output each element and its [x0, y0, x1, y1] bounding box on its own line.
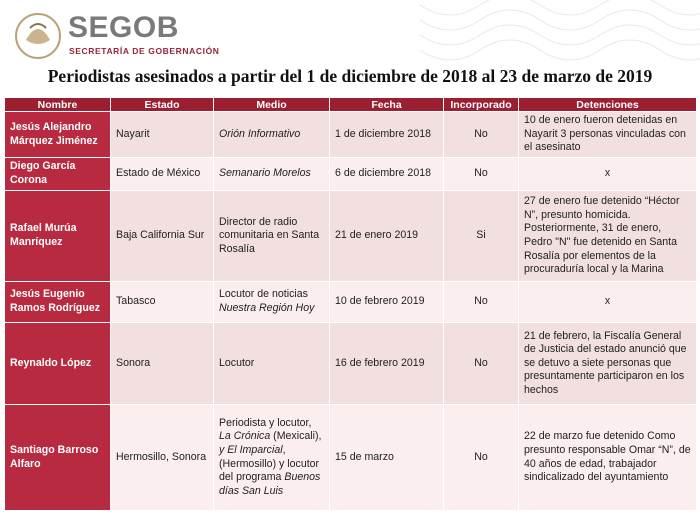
detenciones-cell: x [518, 157, 697, 191]
page-title: Periodistas asesinados a partir del 1 de… [47, 66, 653, 86]
header: SEGOB SECRETARÍA DE GOBERNACIÓN [0, 0, 700, 66]
detenciones-cell: 21 de febrero, la Fiscalía General de Ju… [518, 322, 697, 405]
header-row: Nombre Estado Medio Fecha Incorporado Detenci… [4, 97, 697, 112]
estado-cell: Estado de México [110, 157, 214, 191]
estado-cell: Baja California Sur [110, 190, 214, 282]
medio-cell: Locutor [213, 322, 330, 405]
medio-text: La Crónica [219, 430, 271, 443]
incorporado-cell: No [443, 111, 519, 158]
table-row: Jesús Eugenio Ramos Rodríguez Tabasco Locu… [4, 281, 697, 323]
estado-cell: Hermosillo, Sonora [110, 404, 214, 511]
medio-text: Director de radio comunitaria en Santa R… [219, 215, 320, 255]
fecha-cell: 21 de enero 2019 [329, 190, 444, 282]
data-table: Nombre Estado Medio Fecha Incorporado Detenci… [4, 97, 697, 511]
medio-text: Locutor de noticias [219, 288, 308, 301]
estado-cell: Nayarit [110, 111, 214, 158]
nombre-cell: Jesús Alejandro Márquez Jiménez [4, 111, 111, 158]
table-row: Jesús Alejandro Márquez Jiménez Nayarit Or… [4, 111, 697, 158]
incorporado-cell: No [443, 322, 519, 405]
fecha-cell: 15 de marzo [329, 404, 444, 511]
medio-text: Buenos días San Luis [219, 471, 321, 497]
medio-cell: Semanario Morelos [213, 157, 330, 191]
medio-text: Orión Informativo [219, 127, 301, 140]
medio-cell: Locutor de noticias Nuestra Región Hoy [213, 281, 330, 323]
incorporado-cell: Si [443, 190, 519, 282]
emblem [15, 13, 61, 59]
medio-text: (Mexicali), [270, 430, 322, 443]
table-row: Reynaldo López Sonora Locutor 16 de febrero… [4, 322, 697, 405]
fecha-cell: 10 de febrero 2019 [329, 281, 444, 323]
nombre-cell: Reynaldo López [4, 322, 111, 405]
table-row: Diego García Corona Estado de México Seman… [4, 157, 697, 191]
medio-text: Periodista y locutor, [219, 416, 312, 429]
nombre-cell: Rafael Murúa Manríquez [4, 190, 111, 282]
column-header: Estado [110, 97, 214, 112]
detenciones-cell: x [518, 281, 697, 323]
fecha-cell: 1 de diciembre 2018 [329, 111, 444, 158]
incorporado-cell: No [443, 404, 519, 511]
detenciones-cell: 22 de marzo fue detenido Como presunto r… [518, 404, 697, 511]
column-header: Medio [213, 97, 330, 112]
medio-text: Locutor [219, 356, 255, 369]
fecha-cell: 16 de febrero 2019 [329, 322, 444, 405]
logo-text: SEGOB [68, 11, 179, 44]
estado-cell: Sonora [110, 322, 214, 405]
incorporado-cell: No [443, 281, 519, 323]
column-header: Incorporado [443, 97, 519, 112]
column-header: Detenciones [518, 97, 697, 112]
estado-cell: Tabasco [110, 281, 214, 323]
nombre-cell: Santiago Barroso Alfaro [4, 404, 111, 511]
nombre-cell: Jesús Eugenio Ramos Rodríguez [4, 281, 111, 323]
table-row: Rafael Murúa Manríquez Baja California Su… [4, 190, 697, 282]
logo-subtitle: SECRETARÍA DE GOBERNACIÓN [69, 46, 220, 56]
detenciones-cell: 27 de enero fue detenido “Héctor N”, pre… [518, 190, 697, 282]
medio-text: Nuestra Región Hoy [219, 302, 315, 314]
medio-text: Semanario Morelos [219, 167, 311, 180]
fecha-cell: 6 de diciembre 2018 [329, 157, 444, 191]
table-row: Santiago Barroso Alfaro Hermosillo, Sonor… [4, 404, 697, 511]
column-header: Nombre [4, 97, 111, 112]
nombre-cell: Diego García Corona [4, 157, 111, 191]
medio-text: y El Imparcial [219, 443, 283, 456]
medio-cell: Orión Informativo [213, 111, 330, 158]
medio-cell: Director de radio comunitaria en Santa R… [213, 190, 330, 282]
column-header: Fecha [329, 97, 444, 112]
header-graphics [15, 0, 700, 61]
detenciones-cell: 10 de enero fueron detenidas en Nayarit … [518, 111, 697, 158]
medio-text: , (Hermosillo) y locutor del programa [219, 443, 320, 484]
medio-cell: Periodista y locutor, La Crónica (Mexica… [213, 404, 330, 511]
incorporado-cell: No [443, 157, 519, 191]
